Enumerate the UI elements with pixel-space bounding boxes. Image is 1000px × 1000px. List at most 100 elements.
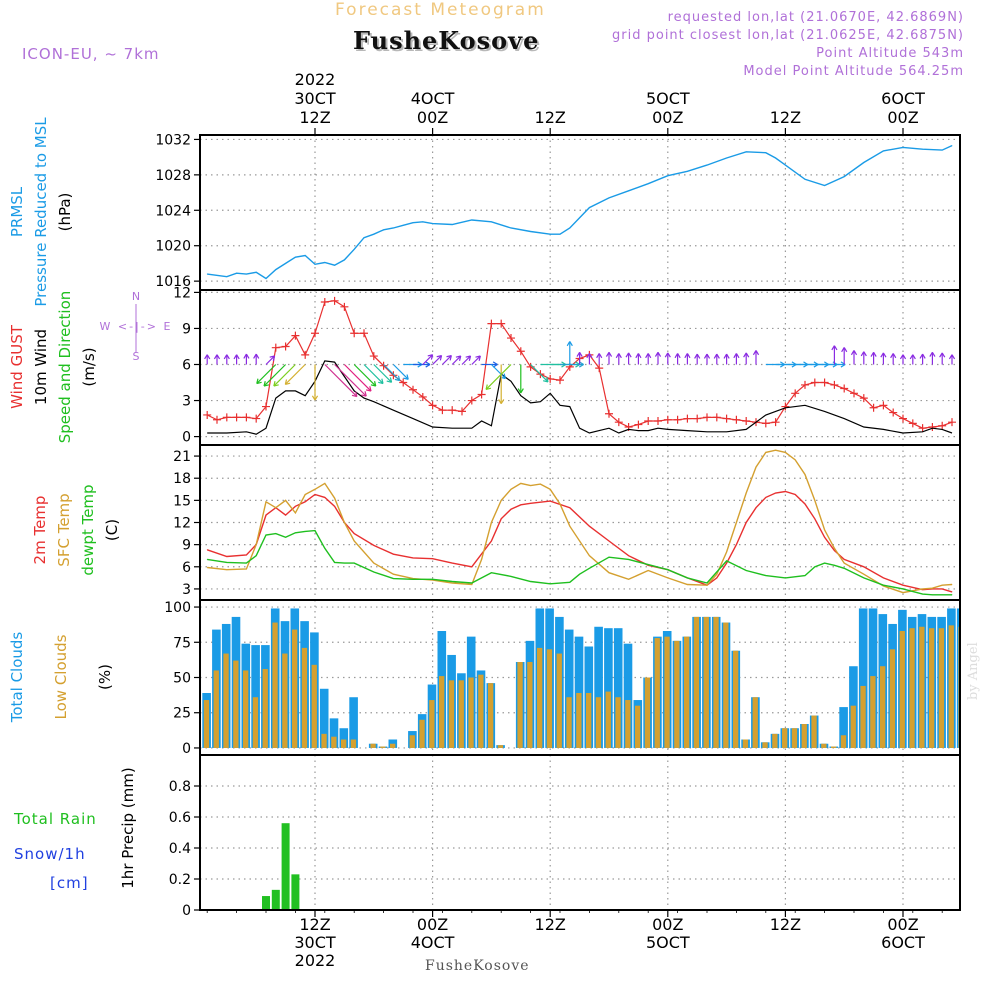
compass-we: W <-|-> E bbox=[100, 320, 173, 333]
gust-marker bbox=[859, 394, 868, 403]
cloud-low-bar bbox=[880, 666, 886, 748]
temp-line-0-point bbox=[530, 502, 531, 504]
ytick-label: 21 bbox=[173, 449, 191, 465]
cloud-low-bar bbox=[674, 640, 680, 748]
cloud-low-bar bbox=[948, 625, 954, 748]
ytick-label: 1016 bbox=[155, 274, 191, 290]
wind-arrow bbox=[860, 351, 867, 365]
temp-line-1-point bbox=[589, 555, 590, 557]
pressure-line-point bbox=[471, 219, 473, 221]
temp-line-0-point bbox=[736, 544, 737, 546]
temp-line-1-point bbox=[285, 499, 286, 501]
pressure-line-point bbox=[255, 271, 257, 273]
top-time-label: 12Z bbox=[299, 108, 330, 127]
temp-line-1-point bbox=[608, 572, 610, 574]
wind-arrow bbox=[253, 353, 260, 365]
wind-arrow bbox=[451, 355, 462, 365]
precip-side-rain: Total Rain bbox=[13, 810, 97, 828]
wind-arrow-head bbox=[485, 384, 492, 390]
wind-arrow bbox=[233, 354, 240, 365]
pressure-line-point bbox=[706, 164, 708, 166]
cloud-low-bar bbox=[439, 676, 445, 748]
gust-marker bbox=[340, 302, 349, 311]
temp-line-2-point bbox=[432, 578, 433, 580]
cloud-low-bar bbox=[301, 647, 308, 748]
cloud-low-bar bbox=[870, 676, 876, 748]
temp-line-0-point bbox=[608, 540, 610, 542]
temp-line-1-point bbox=[794, 459, 796, 461]
ytick-label: 12 bbox=[173, 285, 191, 301]
temp-line-0-point bbox=[412, 557, 414, 559]
temp-line-0-point bbox=[324, 497, 326, 498]
temp-line-1-point bbox=[324, 482, 326, 484]
wind-arrow bbox=[674, 353, 681, 365]
gust-marker bbox=[203, 410, 212, 419]
wind-arrow-head bbox=[386, 377, 393, 383]
temp-line-0-point bbox=[451, 562, 453, 564]
top-time-label: 2022 bbox=[295, 70, 336, 89]
temp-line-0-point bbox=[863, 566, 865, 568]
wind-arrow-head bbox=[664, 352, 671, 358]
wind-arrow-head bbox=[654, 351, 662, 357]
model-label: ICON-EU, ~ 7km bbox=[22, 45, 160, 63]
temp-line-2-point bbox=[265, 534, 267, 536]
wind-arrow-head bbox=[455, 355, 462, 361]
wind-arrow bbox=[363, 364, 384, 385]
temp-line-0-point bbox=[755, 507, 757, 509]
pressure-line-point bbox=[883, 150, 884, 152]
wind-arrow-head bbox=[919, 353, 926, 359]
pressure-line-point bbox=[246, 273, 247, 275]
gust-marker bbox=[840, 384, 849, 393]
ytick-label: 100 bbox=[164, 600, 191, 616]
gust-marker bbox=[438, 406, 447, 415]
wind-arrow-shaft bbox=[353, 364, 377, 387]
gust-marker bbox=[654, 416, 662, 425]
wind-arrow-shaft bbox=[530, 364, 549, 383]
ytick-label: 0.8 bbox=[169, 779, 191, 795]
gust-marker bbox=[330, 296, 339, 305]
ytick-label: 1020 bbox=[155, 239, 191, 255]
wind-arrow bbox=[870, 351, 877, 365]
temp-line-0-point bbox=[785, 491, 786, 492]
gust-marker bbox=[850, 389, 858, 398]
pressure-line-point bbox=[373, 233, 375, 235]
wind-arrow-shaft bbox=[490, 364, 506, 379]
wind-arrow-head bbox=[841, 347, 848, 353]
bottom-time-label: 30CT bbox=[294, 933, 336, 952]
temp-line-2-point bbox=[951, 594, 953, 596]
cloud-low-bar bbox=[831, 746, 837, 748]
gust-marker bbox=[360, 329, 368, 338]
temp-line-0-point bbox=[883, 577, 884, 579]
gust-marker bbox=[673, 415, 682, 424]
top-time-label: 30CT bbox=[294, 89, 336, 108]
cloud-low-bar bbox=[889, 649, 896, 748]
temp-line-2-point bbox=[226, 561, 228, 563]
temp-line-2-point bbox=[549, 583, 551, 585]
temp-line-0-point bbox=[226, 556, 228, 557]
temp-line-0-point bbox=[246, 554, 247, 556]
wind-arrow-shaft bbox=[265, 355, 275, 365]
wind-arrow bbox=[263, 364, 287, 387]
wind-arrow-head bbox=[370, 381, 377, 387]
ytick-label: 12 bbox=[173, 516, 191, 532]
cloud-total-bar bbox=[251, 645, 260, 748]
wind-arrow-head bbox=[860, 351, 867, 357]
pressure-line-point bbox=[451, 224, 453, 225]
wind-arrow-shaft bbox=[373, 364, 393, 383]
ytick-label: 18 bbox=[173, 471, 191, 487]
cloud-low-bar bbox=[811, 715, 817, 748]
ytick-label: 50 bbox=[173, 671, 191, 687]
bottom-time-label: 12Z bbox=[299, 915, 330, 934]
gust-marker bbox=[614, 418, 623, 427]
pressure-line-point bbox=[726, 157, 727, 159]
ytick-label: 0 bbox=[182, 430, 191, 446]
gust-marker bbox=[458, 407, 466, 416]
wind-ylabel-1: 10m Wind bbox=[32, 329, 50, 405]
temp-line-2-point bbox=[344, 562, 345, 564]
temp-line-2-point bbox=[706, 582, 708, 584]
wind-arrow-head bbox=[394, 375, 401, 382]
cloud-low-bar bbox=[203, 700, 210, 748]
temp-line-1-point bbox=[304, 494, 306, 495]
ytick-label: 0 bbox=[182, 741, 191, 757]
pressure-line-point bbox=[804, 178, 806, 180]
